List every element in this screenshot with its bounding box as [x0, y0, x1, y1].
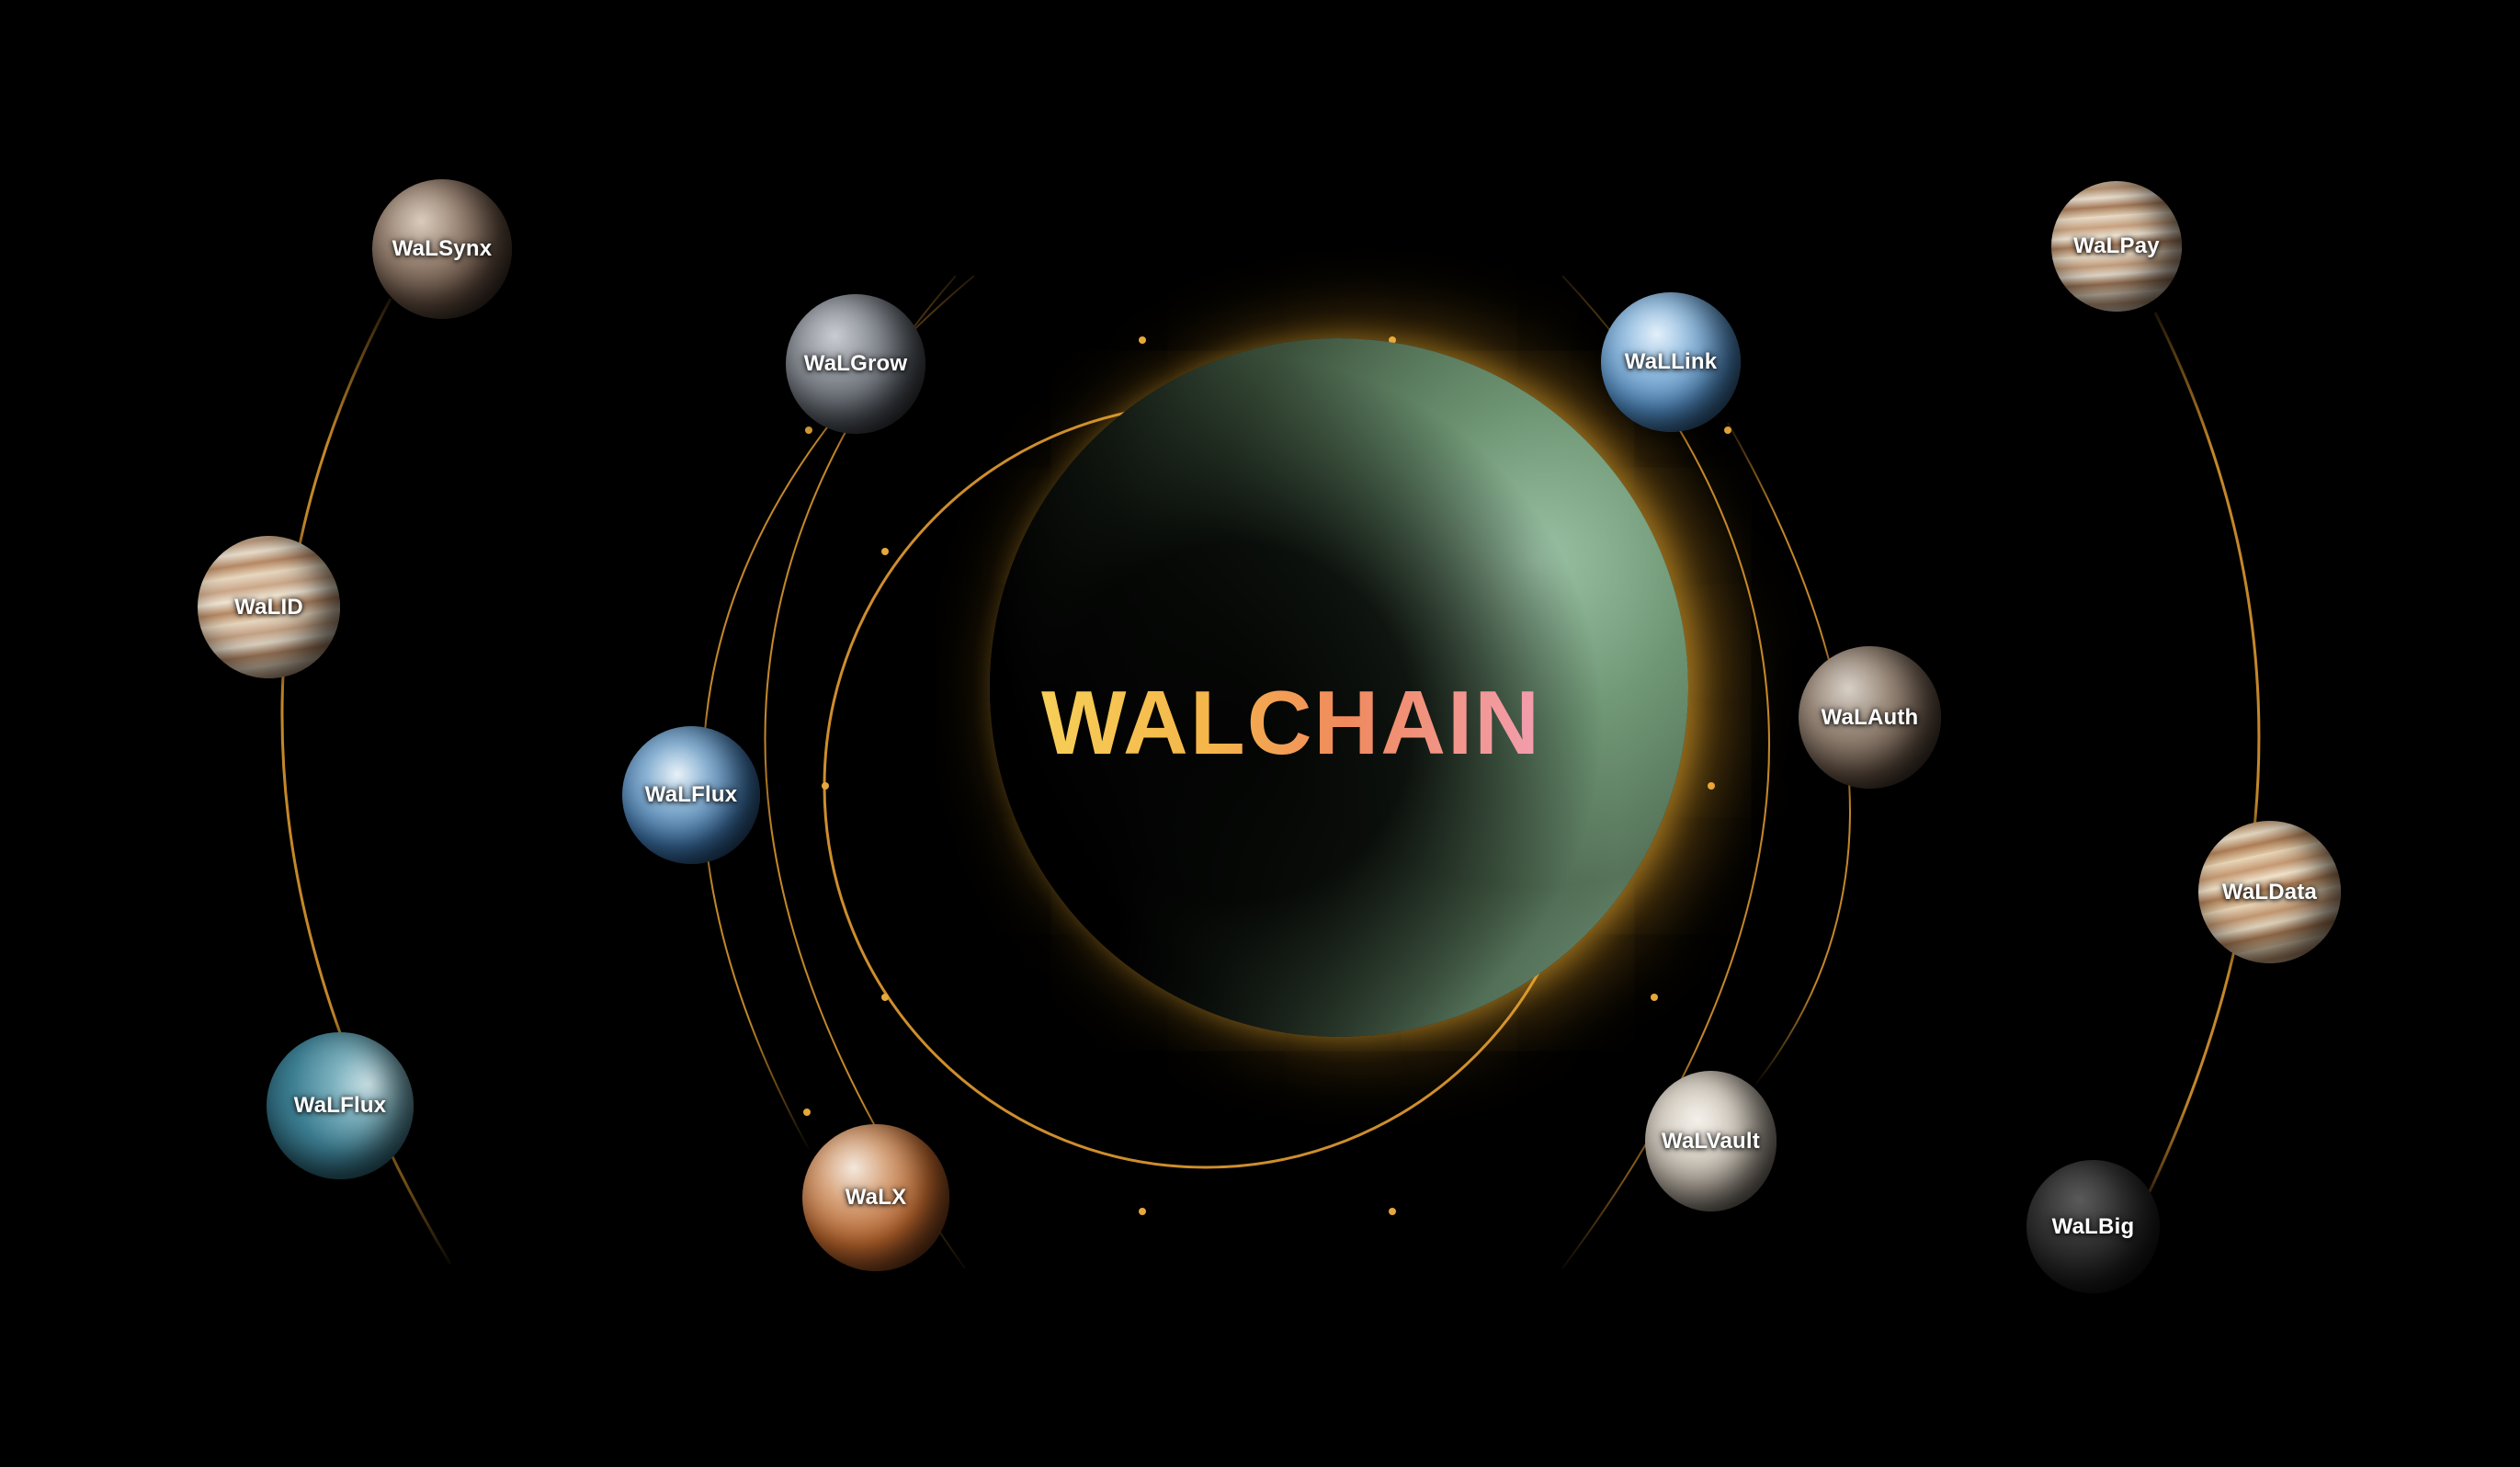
- planet-walvault[interactable]: WaLVault: [1645, 1071, 1776, 1211]
- planet-walauth[interactable]: WaLAuth: [1799, 646, 1941, 789]
- main-planet-shadow: [990, 338, 1688, 1037]
- planet-label: WaLID: [234, 594, 303, 620]
- planet-label: WaLFlux: [644, 782, 738, 807]
- planet-label: WaLLink: [1624, 349, 1718, 374]
- planet-label: WaLBig: [2051, 1213, 2135, 1239]
- brand-title: WALCHAIN: [1020, 672, 1562, 773]
- orbit-outer-right: [2126, 312, 2261, 1237]
- planet-label: WaLX: [845, 1185, 907, 1210]
- planet-walid[interactable]: WaLID: [198, 536, 340, 678]
- planet-label: WaLAuth: [1821, 704, 1919, 730]
- planet-walflux-outer[interactable]: WaLFlux: [267, 1032, 414, 1179]
- planet-waldata[interactable]: WaLData: [2198, 821, 2341, 963]
- planet-label: WaLFlux: [293, 1093, 387, 1118]
- planet-label: WaLData: [2221, 879, 2318, 904]
- planet-walsynx[interactable]: WaLSynx: [372, 179, 512, 319]
- planet-walpay[interactable]: WaLPay: [2051, 181, 2182, 312]
- main-planet: [990, 338, 1688, 1037]
- planet-label: WaLVault: [1662, 1128, 1760, 1154]
- planet-label: WaLSynx: [392, 236, 493, 261]
- planet-wallink[interactable]: WaLLink: [1601, 292, 1741, 432]
- planet-label: WaLPay: [2073, 233, 2160, 258]
- orbit-inner-right-b: [1727, 422, 1851, 1086]
- planet-walgrow[interactable]: WaLGrow: [786, 294, 925, 434]
- planet-walbig[interactable]: WaLBig: [2026, 1160, 2160, 1293]
- planet-label: WaLGrow: [803, 351, 908, 376]
- planet-walflux-inner[interactable]: WaLFlux: [622, 726, 760, 864]
- planet-walx[interactable]: WaLX: [802, 1124, 949, 1271]
